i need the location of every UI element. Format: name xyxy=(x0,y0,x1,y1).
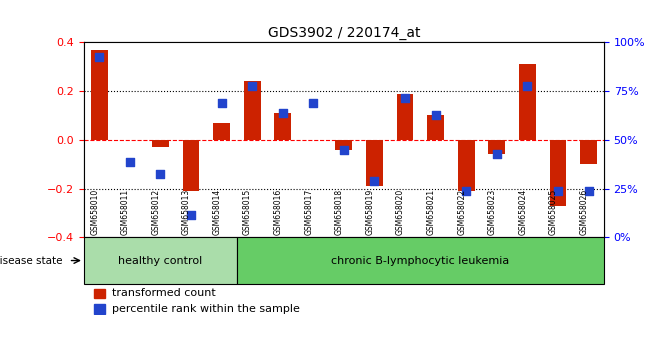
FancyBboxPatch shape xyxy=(237,237,604,284)
Point xyxy=(583,188,594,194)
Point xyxy=(155,171,166,177)
Text: chronic B-lymphocytic leukemia: chronic B-lymphocytic leukemia xyxy=(331,256,509,266)
Point xyxy=(216,101,227,106)
Point xyxy=(124,159,135,165)
Bar xyxy=(488,140,505,154)
Bar xyxy=(550,140,566,206)
Bar xyxy=(336,140,352,150)
Text: GSM658020: GSM658020 xyxy=(396,189,405,235)
Point xyxy=(186,212,197,218)
Point xyxy=(94,54,105,60)
Text: GSM658011: GSM658011 xyxy=(121,189,130,235)
Text: transformed count: transformed count xyxy=(113,288,216,298)
Point xyxy=(461,188,472,194)
Text: GSM658025: GSM658025 xyxy=(549,189,558,235)
Bar xyxy=(244,81,260,140)
Text: disease state: disease state xyxy=(0,256,62,266)
Bar xyxy=(458,140,474,191)
Text: healthy control: healthy control xyxy=(118,256,203,266)
Text: GSM658024: GSM658024 xyxy=(519,189,527,235)
Point xyxy=(338,147,349,153)
Text: GSM658013: GSM658013 xyxy=(182,189,191,235)
Text: percentile rank within the sample: percentile rank within the sample xyxy=(113,304,301,314)
Bar xyxy=(91,50,107,140)
Bar xyxy=(397,93,413,140)
Bar xyxy=(274,113,291,140)
Text: GSM658026: GSM658026 xyxy=(580,189,588,235)
Point xyxy=(522,84,533,89)
Text: GSM658018: GSM658018 xyxy=(335,189,344,235)
Text: GSM658019: GSM658019 xyxy=(366,189,374,235)
Bar xyxy=(183,140,199,191)
Text: GSM658016: GSM658016 xyxy=(274,189,282,235)
Text: GSM658014: GSM658014 xyxy=(213,189,221,235)
Text: GSM658022: GSM658022 xyxy=(457,189,466,235)
Point xyxy=(308,101,319,106)
FancyBboxPatch shape xyxy=(84,237,237,284)
Text: GSM658015: GSM658015 xyxy=(243,189,252,235)
Point xyxy=(491,152,502,157)
Point xyxy=(400,96,411,101)
Point xyxy=(247,84,258,89)
Text: GSM658012: GSM658012 xyxy=(152,189,160,235)
Bar xyxy=(519,64,536,140)
Point xyxy=(430,113,441,118)
Bar xyxy=(152,140,169,147)
Bar xyxy=(94,289,105,298)
Text: GSM658023: GSM658023 xyxy=(488,189,497,235)
Text: GSM658010: GSM658010 xyxy=(90,189,99,235)
Point xyxy=(553,188,564,194)
Bar xyxy=(580,140,597,164)
Text: GSM658017: GSM658017 xyxy=(304,189,313,235)
Bar xyxy=(213,123,230,140)
Title: GDS3902 / 220174_at: GDS3902 / 220174_at xyxy=(268,26,420,40)
Text: GSM658021: GSM658021 xyxy=(427,189,435,235)
Point xyxy=(277,110,288,116)
Bar xyxy=(94,304,105,314)
Bar xyxy=(427,115,444,140)
Bar xyxy=(366,140,383,186)
Point xyxy=(369,178,380,184)
